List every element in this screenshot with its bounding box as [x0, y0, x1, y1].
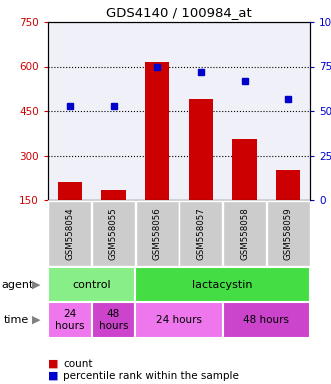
Text: GSM558057: GSM558057: [196, 207, 205, 260]
Bar: [48, 201, 91, 266]
Text: GSM558059: GSM558059: [284, 207, 293, 260]
Text: ▶: ▶: [32, 315, 41, 325]
Text: time: time: [3, 315, 28, 325]
Bar: [58, 182, 82, 200]
Bar: [48, 267, 135, 302]
Bar: [276, 170, 300, 200]
Text: 24 hours: 24 hours: [156, 315, 202, 325]
Text: control: control: [72, 280, 111, 290]
Title: GDS4140 / 100984_at: GDS4140 / 100984_at: [106, 7, 252, 20]
Text: 48
hours: 48 hours: [99, 309, 128, 331]
Text: ■: ■: [48, 371, 59, 381]
Text: GSM558056: GSM558056: [153, 207, 162, 260]
Bar: [223, 302, 310, 338]
Bar: [135, 267, 310, 302]
Text: 48 hours: 48 hours: [243, 315, 289, 325]
Text: lactacystin: lactacystin: [192, 280, 253, 290]
Bar: [223, 201, 266, 266]
Text: GSM558054: GSM558054: [65, 207, 74, 260]
Bar: [102, 190, 125, 200]
Text: ■: ■: [48, 359, 59, 369]
Text: 24
hours: 24 hours: [55, 309, 85, 331]
Bar: [232, 139, 257, 200]
Bar: [145, 62, 169, 200]
Text: count: count: [63, 359, 92, 369]
Text: percentile rank within the sample: percentile rank within the sample: [63, 371, 239, 381]
Bar: [135, 302, 223, 338]
Bar: [136, 201, 179, 266]
Bar: [266, 201, 310, 266]
Bar: [92, 302, 135, 338]
Text: GSM558058: GSM558058: [240, 207, 249, 260]
Text: ▶: ▶: [32, 280, 41, 290]
Bar: [92, 201, 135, 266]
Text: GSM558055: GSM558055: [109, 207, 118, 260]
Bar: [179, 201, 222, 266]
Bar: [189, 99, 213, 200]
Text: agent: agent: [2, 280, 34, 290]
Bar: [48, 302, 92, 338]
